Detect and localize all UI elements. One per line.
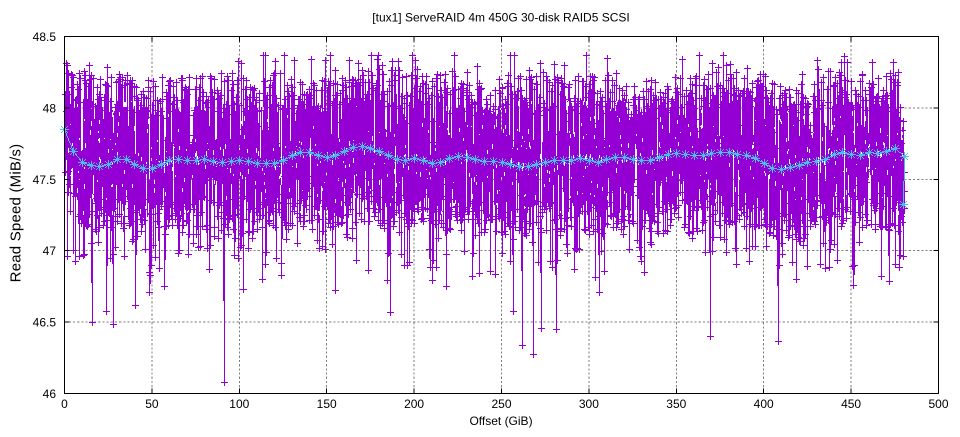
svg-text:250: 250 [491,397,511,411]
svg-text:[tux1] ServeRAID 4m 450G 30-di: [tux1] ServeRAID 4m 450G 30-disk RAID5 S… [372,11,629,25]
svg-text:46: 46 [43,387,57,401]
svg-text:46.5: 46.5 [33,316,57,330]
svg-text:Read Speed (MiB/s): Read Speed (MiB/s) [8,144,25,283]
svg-text:200: 200 [404,397,424,411]
svg-text:Offset (GiB): Offset (GiB) [469,414,532,428]
svg-text:350: 350 [666,397,686,411]
svg-text:150: 150 [317,397,337,411]
svg-text:500: 500 [928,397,948,411]
svg-text:100: 100 [229,397,249,411]
svg-text:50: 50 [145,397,159,411]
svg-text:300: 300 [579,397,599,411]
svg-text:47.5: 47.5 [33,173,57,187]
svg-text:400: 400 [754,397,774,411]
svg-text:48.5: 48.5 [33,30,57,44]
svg-text:450: 450 [841,397,861,411]
svg-text:47: 47 [43,244,57,258]
svg-text:48: 48 [43,101,57,115]
svg-text:0: 0 [61,397,68,411]
